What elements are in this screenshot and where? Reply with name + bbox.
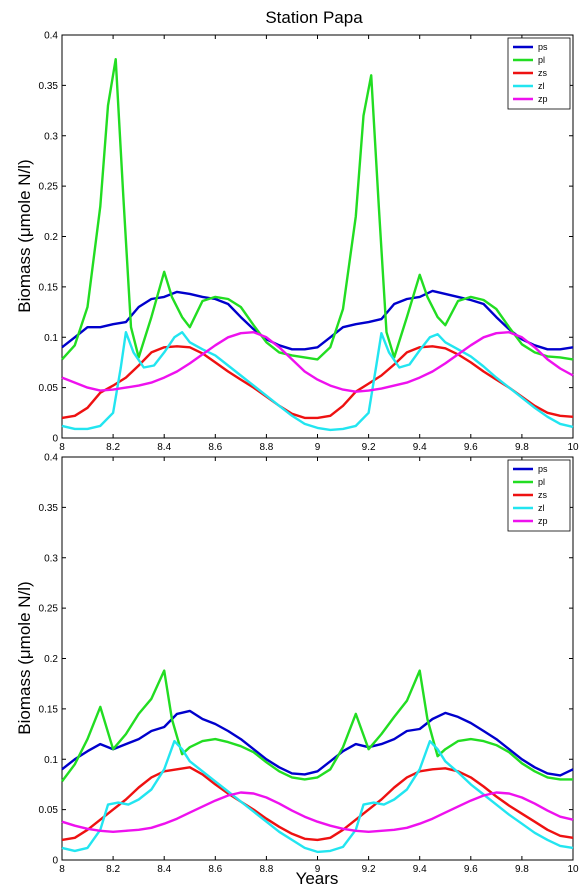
bottom-x-tick-label: 10 [567,864,579,875]
bottom-x-tick-label: 8.4 [157,864,171,875]
top-x-tick-label: 10 [567,442,579,453]
bottom-series-line-zp [61,791,574,833]
bottom-y-tick-label: 0 [52,856,58,867]
bottom-legend-label-ps: ps [538,464,548,474]
top-x-tick-label: 8.6 [208,442,222,453]
bottom-x-tick-label: 8.6 [208,864,222,875]
top-x-tick-label: 8.8 [259,442,273,453]
bottom-x-tick-label: 9.6 [464,864,478,875]
top-x-tick-label: 8.2 [106,442,120,453]
bottom-y-tick-label: 0.35 [39,503,59,514]
bottom-y-tick-label: 0.2 [44,654,58,665]
figure-title: Station Papa [265,8,363,27]
top-y-tick-label: 0.35 [39,81,59,92]
bottom-series-line-ps [61,709,574,777]
bottom-series-line-zl [61,739,574,854]
top-series-line-zl [61,331,574,432]
bottom-y-tick-label: 0.25 [39,604,59,615]
bottom-legend-label-zp: zp [538,516,548,526]
top-legend-label-zs: zs [538,68,548,78]
bottom-legend-label-zs: zs [538,490,548,500]
top-legend: ps pl zs zl zp [507,37,571,110]
bottom-x-tick-label: 9.2 [362,864,376,875]
top-x-tick-label: 9.2 [362,442,376,453]
top-y-axis-label: Biomass (μmole N/l) [15,159,34,312]
top-y-tick-label: 0.25 [39,182,59,193]
top-x-tick-label: 8 [59,442,65,453]
bottom-x-axis-label: Years [296,869,339,888]
top-legend-label-pl: pl [538,55,545,65]
bottom-legend-label-pl: pl [538,477,545,487]
bottom-y-axis-label: Biomass (μmole N/l) [15,581,34,734]
top-legend-label-zp: zp [538,94,548,104]
top-series-line-zs [61,345,574,420]
bottom-x-tick-label: 9.4 [413,864,427,875]
top-chart-panel: 8 8.2 8.4 8.6 8.8 9 9.2 9.4 9.6 9.8 10 0 0.05 0.1 0.15… [15,31,579,454]
top-y-tick-label: 0.2 [44,232,58,243]
top-y-tick-label: 0 [52,434,58,445]
top-legend-label-ps: ps [538,42,548,52]
top-y-tick-label: 0.4 [44,31,58,42]
bottom-series-line-zs [61,766,574,842]
top-y-tick-label: 0.3 [44,131,58,142]
bottom-x-tick-label: 8 [59,864,65,875]
bottom-x-tick-label: 9 [315,864,321,875]
top-tick-layer: 8 8.2 8.4 8.6 8.8 9 9.2 9.4 9.6 9.8 10 0 0.05 0.1 0.15… [39,31,579,454]
top-y-tick-label: 0.15 [39,282,59,293]
bottom-tick-layer: 8 8.2 8.4 8.6 8.8 9 9.2 9.4 9.6 9.8 10 0 0.05 0.1 0.15… [39,453,579,876]
top-series-line-zp [61,331,574,393]
bottom-y-tick-label: 0.15 [39,704,59,715]
bottom-series-layer [61,669,574,854]
bottom-y-tick-label: 0.3 [44,553,58,564]
bottom-legend-label-zl: zl [538,503,545,513]
top-y-tick-label: 0.05 [39,383,59,394]
bottom-x-tick-label: 8.2 [106,864,120,875]
top-series-layer [61,58,574,432]
top-series-line-pl [61,58,574,361]
top-x-tick-label: 9 [315,442,321,453]
top-legend-label-zl: zl [538,81,545,91]
bottom-chart-panel: 8 8.2 8.4 8.6 8.8 9 9.2 9.4 9.6 9.8 10 0 0.05 0.1 0.15… [15,453,579,889]
top-y-tick-label: 0.1 [44,333,58,344]
bottom-y-tick-label: 0.1 [44,755,58,766]
bottom-y-tick-label: 0.4 [44,453,58,464]
bottom-legend: ps pl zs zl zp [507,459,571,532]
bottom-y-tick-label: 0.05 [39,805,59,816]
top-series-line-ps [61,289,574,351]
top-x-tick-label: 9.4 [413,442,427,453]
bottom-x-tick-label: 8.8 [259,864,273,875]
top-x-tick-label: 9.8 [515,442,529,453]
top-x-tick-label: 9.6 [464,442,478,453]
bottom-series-line-pl [61,669,573,783]
bottom-x-tick-label: 9.8 [515,864,529,875]
top-x-tick-label: 8.4 [157,442,171,453]
